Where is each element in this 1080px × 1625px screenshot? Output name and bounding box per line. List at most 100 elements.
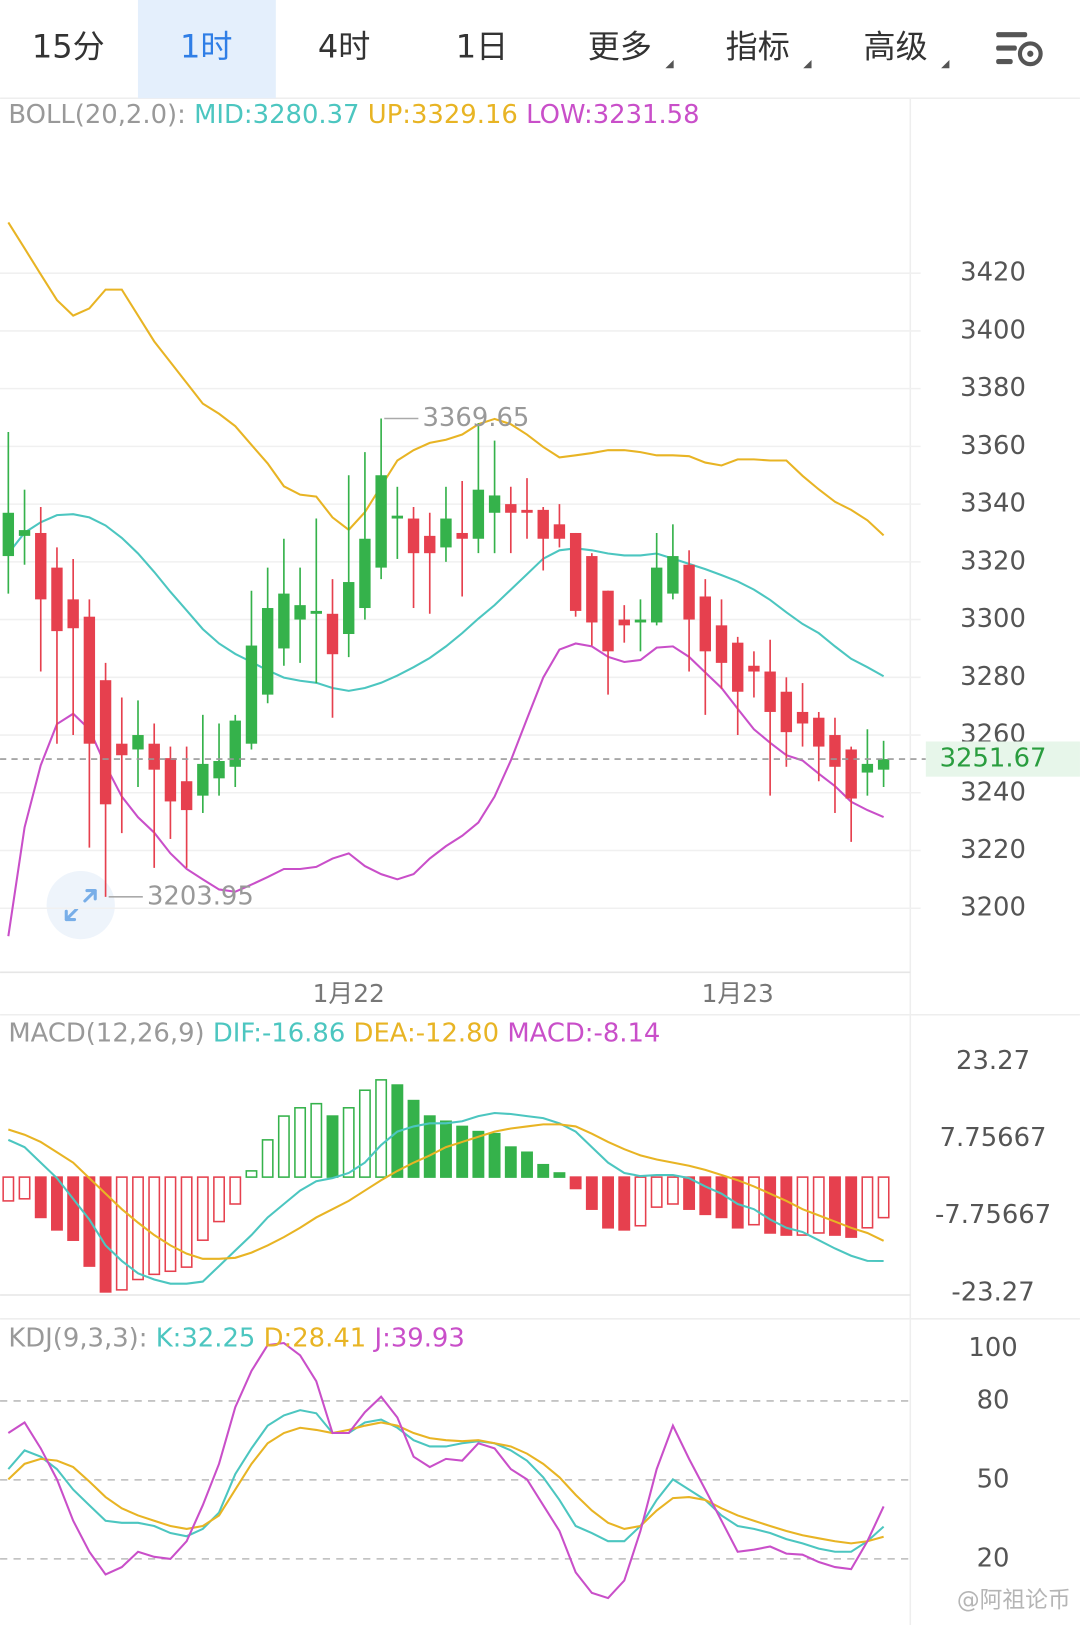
tab-label: 指标 bbox=[726, 28, 790, 66]
candle-body bbox=[732, 642, 744, 692]
y-tick-label: 3420 bbox=[960, 258, 1026, 288]
annotation-label: 3369.65 bbox=[423, 403, 530, 433]
legend-entry: J:39.93 bbox=[373, 1323, 465, 1353]
macd-bar bbox=[423, 1115, 436, 1178]
macd-bar bbox=[2, 1176, 15, 1202]
indicator-header: KDJ(9,3,3): K:32.25 D:28.41 J:39.93 bbox=[8, 1323, 464, 1353]
indicator-name: MACD(12,26,9) bbox=[8, 1018, 204, 1048]
candle-body bbox=[569, 532, 582, 611]
y-tick-label: 23.27 bbox=[956, 1046, 1030, 1076]
tab[interactable]: 高级 bbox=[864, 28, 950, 69]
y-tick-label: 3240 bbox=[960, 777, 1026, 807]
macd-bar bbox=[358, 1089, 371, 1178]
y-tick-label: 3380 bbox=[960, 373, 1026, 403]
candle-body bbox=[553, 524, 566, 539]
candle-body bbox=[67, 599, 79, 629]
macd-bar bbox=[699, 1176, 712, 1216]
candle-body bbox=[796, 711, 809, 724]
macd-bar bbox=[294, 1107, 307, 1178]
candle-body bbox=[780, 691, 793, 733]
tab-label: 1时 bbox=[180, 28, 232, 66]
macd-bar bbox=[18, 1176, 31, 1200]
macd-bar bbox=[504, 1146, 517, 1178]
candle-body bbox=[407, 518, 420, 554]
y-tick-label: 3400 bbox=[960, 315, 1026, 345]
y-tick-label: 3320 bbox=[960, 546, 1026, 576]
macd-bar bbox=[326, 1115, 339, 1178]
candle-body bbox=[683, 564, 695, 620]
candle-body bbox=[845, 749, 857, 799]
legend-entry: UP:3329.16 bbox=[368, 99, 518, 129]
candle-body bbox=[180, 781, 193, 811]
macd-bar bbox=[537, 1163, 550, 1178]
indicator-header: MACD(12,26,9) DIF:-16.86 DEA:-12.80 MACD:-8… bbox=[8, 1018, 660, 1048]
candle-body bbox=[699, 596, 711, 652]
macd-bar bbox=[261, 1139, 274, 1178]
icon-bar bbox=[996, 45, 1017, 51]
macd-bar bbox=[407, 1099, 420, 1178]
macd-bar bbox=[877, 1176, 890, 1219]
macd-bar bbox=[164, 1176, 177, 1273]
candle-body bbox=[35, 532, 47, 600]
macd-bar bbox=[180, 1176, 193, 1268]
y-tick-label: 3280 bbox=[960, 662, 1026, 692]
tab-label: 高级 bbox=[864, 28, 928, 66]
candle-body bbox=[294, 605, 306, 620]
candle-body bbox=[521, 509, 533, 513]
macd-bar bbox=[51, 1176, 63, 1231]
macd-bar bbox=[245, 1170, 258, 1178]
candle-body bbox=[456, 532, 468, 539]
candle-body bbox=[229, 720, 241, 767]
tab[interactable]: 1时 bbox=[137, 0, 276, 99]
y-tick-label: -23.27 bbox=[951, 1277, 1034, 1307]
tab[interactable]: 4时 bbox=[318, 28, 370, 66]
macd-bar bbox=[796, 1176, 809, 1236]
y-tick-label: 7.75667 bbox=[940, 1123, 1047, 1153]
macd-bar bbox=[618, 1176, 631, 1231]
icon-bar bbox=[996, 32, 1028, 38]
expand-button[interactable] bbox=[46, 870, 115, 940]
candle-body bbox=[537, 509, 549, 539]
legend-entry: DEA:-12.80 bbox=[354, 1018, 499, 1048]
candle-body bbox=[245, 645, 258, 744]
tab[interactable]: 15分 bbox=[32, 28, 105, 66]
y-tick-label: 3300 bbox=[960, 604, 1026, 634]
tab[interactable]: 更多 bbox=[588, 28, 674, 69]
legend-entry: D:28.41 bbox=[264, 1323, 367, 1353]
candle-body bbox=[83, 616, 96, 744]
y-tick-label: 20 bbox=[977, 1543, 1010, 1573]
macd-bar bbox=[456, 1125, 469, 1178]
macd-bar bbox=[861, 1176, 874, 1229]
macd-bar bbox=[375, 1079, 388, 1178]
candle-body bbox=[116, 743, 128, 756]
indicator-name: BOLL(20,2.0): bbox=[8, 99, 185, 129]
indicator-line bbox=[7, 1341, 885, 1600]
tab[interactable]: 指标 bbox=[726, 28, 812, 69]
macd-bar bbox=[585, 1176, 598, 1210]
indicator-line bbox=[7, 1409, 885, 1553]
tab[interactable]: 1日 bbox=[456, 28, 508, 66]
y-tick-label: 3220 bbox=[960, 835, 1026, 865]
settings-icon[interactable] bbox=[996, 32, 1043, 67]
legend-entry: LOW:3231.58 bbox=[526, 99, 699, 129]
macd-bar bbox=[67, 1176, 80, 1241]
icon-gear bbox=[1017, 41, 1043, 67]
watermark: @阿祖论币 bbox=[957, 1588, 1071, 1614]
macd-bar bbox=[715, 1176, 728, 1219]
candle-body bbox=[813, 717, 825, 747]
candle-body bbox=[51, 567, 63, 632]
tab-label: 4时 bbox=[318, 28, 370, 66]
expand-arrows bbox=[64, 889, 97, 922]
indicator-line bbox=[7, 1421, 884, 1545]
indicator-line bbox=[8, 1123, 885, 1260]
macd-bar bbox=[213, 1176, 225, 1223]
tab-label: 更多 bbox=[588, 28, 652, 66]
icon-bar bbox=[996, 58, 1013, 65]
macd-bar bbox=[650, 1176, 663, 1208]
macd-bar bbox=[521, 1151, 533, 1178]
last-price-tag bbox=[925, 741, 1080, 777]
annotation-label: 3203.95 bbox=[147, 881, 254, 911]
macd-bar bbox=[602, 1176, 614, 1229]
